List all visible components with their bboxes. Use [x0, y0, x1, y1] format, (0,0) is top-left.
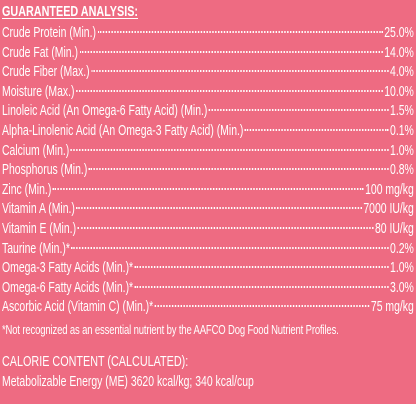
dot-leader: [71, 246, 389, 249]
nutrient-name: Crude Fat (Min.): [2, 44, 79, 61]
analysis-row: Omega-6 Fatty Acids (Min.)* 3.0%: [2, 279, 414, 299]
footnote: *Not recognized as an essential nutrient…: [2, 321, 339, 337]
analysis-row: Moisture (Max.) 10.0%: [2, 83, 414, 103]
dot-leader: [91, 70, 389, 73]
nutrient-value: 75 mg/kg: [370, 299, 414, 316]
analysis-row: Vitamin A (Min.) 7000 IU/kg: [2, 200, 414, 220]
nutrient-name: Calcium (Min.): [2, 142, 70, 159]
analysis-row: Crude Fiber (Max.) 4.0%: [2, 63, 414, 83]
nutrient-name: Zinc (Min.): [2, 181, 52, 198]
dot-leader: [97, 31, 383, 33]
analysis-row: Zinc (Min.) 100 mg/kg: [2, 181, 414, 201]
nutrient-value: 0.1%: [390, 122, 414, 139]
nutrient-name: Taurine (Min.)*: [2, 240, 70, 257]
analysis-row: Crude Fat (Min.) 14.0%: [2, 44, 414, 64]
nutrient-value: 1.0%: [390, 260, 414, 277]
dot-leader: [52, 187, 364, 190]
analysis-title: GUARANTEED ANALYSIS:: [2, 3, 139, 20]
nutrient-value: 14.0%: [384, 44, 414, 61]
nutrient-value: 10.0%: [384, 83, 414, 100]
analysis-row: Calcium (Min.) 1.0%: [2, 142, 414, 162]
analysis-row: Linoleic Acid (An Omega-6 Fatty Acid) (M…: [2, 102, 414, 122]
analysis-row: Crude Protein (Min.) 25.0%: [2, 24, 414, 44]
nutrient-name: Vitamin E (Min.): [2, 220, 77, 237]
nutrient-value: 25.0%: [384, 25, 414, 41]
dot-leader: [76, 207, 362, 210]
calorie-title: CALORIE CONTENT (CALCULATED):: [2, 352, 189, 370]
analysis-row: Vitamin E (Min.) 80 IU/kg: [2, 220, 414, 240]
nutrient-value: 3.0%: [390, 279, 414, 296]
nutrient-name: Omega-6 Fatty Acids (Min.)*: [2, 279, 134, 296]
nutrient-value: 4.0%: [390, 64, 414, 81]
dot-leader: [244, 128, 389, 131]
nutrient-value: 7000 IU/kg: [363, 201, 414, 218]
nutrient-name: Alpha-Linolenic Acid (An Omega-3 Fatty A…: [2, 122, 244, 139]
nutrient-name: Linoleic Acid (An Omega-6 Fatty Acid) (M…: [2, 103, 208, 120]
analysis-rows: Crude Protein (Min.) 25.0% Crude Fat (Min.…: [2, 24, 414, 318]
analysis-row: Omega-3 Fatty Acids (Min.)* 1.0%: [2, 259, 414, 279]
analysis-row: Ascorbic Acid (Vitamin C) (Min.)* 75 mg/k…: [2, 298, 414, 318]
nutrient-name: Vitamin A (Min.): [2, 201, 75, 218]
dot-leader: [70, 148, 389, 151]
analysis-row: Alpha-Linolenic Acid (An Omega-3 Fatty A…: [2, 122, 414, 142]
nutrient-value: 80 IU/kg: [374, 220, 414, 237]
nutrient-value: 1.5%: [390, 103, 414, 120]
dot-leader: [208, 109, 389, 112]
nutrient-name: Ascorbic Acid (Vitamin C) (Min.)*: [2, 299, 154, 316]
nutrient-value: 100 mg/kg: [365, 181, 414, 198]
calorie-text: Metabolizable Energy (ME) 3620 kcal/kg; …: [2, 373, 254, 390]
nutrient-name: Phosphorus (Min.): [2, 162, 88, 179]
dot-leader: [79, 50, 383, 53]
nutrient-name: Crude Fiber (Max.): [2, 64, 90, 81]
nutrient-name: Crude Protein (Min.): [2, 25, 96, 41]
nutrient-value: 1.0%: [390, 142, 414, 159]
dot-leader: [77, 226, 374, 229]
nutrient-value: 0.2%: [390, 240, 414, 257]
nutrient-name: Omega-3 Fatty Acids (Min.)*: [2, 260, 134, 277]
dot-leader: [88, 168, 389, 171]
dot-leader: [134, 266, 389, 269]
nutrient-value: 0.8%: [390, 162, 414, 179]
nutrient-name: Moisture (Max.): [2, 83, 75, 100]
dot-leader: [75, 89, 383, 92]
analysis-row: Taurine (Min.)* 0.2%: [2, 240, 414, 260]
label: GUARANTEED ANALYSIS: Crude Protein (Min.…: [2, 0, 414, 392]
analysis-row: Phosphorus (Min.) 0.8%: [2, 161, 414, 181]
dot-leader: [134, 285, 389, 288]
dot-leader: [154, 305, 370, 308]
